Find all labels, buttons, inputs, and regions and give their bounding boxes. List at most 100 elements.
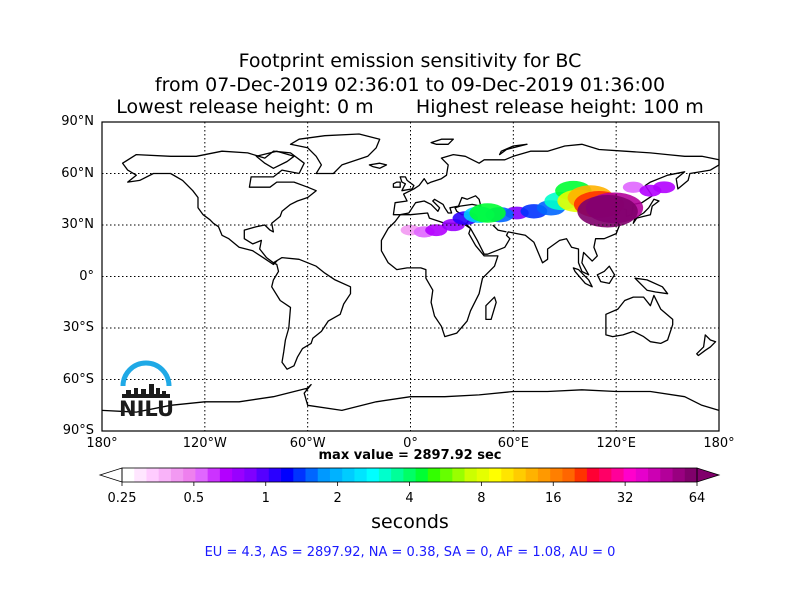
colorbar-segment: [183, 468, 197, 482]
lat-tick-label: 30°N: [61, 217, 94, 232]
max-value-label: max value = 2897.92 sec: [318, 448, 502, 463]
colorbar-tick-label: 64: [688, 491, 706, 506]
coastline-new-zealand: [696, 334, 717, 357]
colorbar-tick-label: 1: [261, 491, 270, 506]
colorbar-tick-label: 8: [477, 491, 486, 506]
colorbar-segment: [537, 468, 551, 482]
colorbar-segment: [611, 468, 625, 482]
lon-tick-label: 60°E: [497, 436, 529, 451]
colorbar-segment: [476, 468, 490, 482]
colorbar-segment: [146, 468, 160, 482]
lat-tick-label: 90°N: [61, 114, 94, 129]
colorbar-segment: [599, 468, 612, 482]
chart-subtitle-time-range: from 07-Dec-2019 02:36:01 to 09-Dec-2019…: [154, 74, 666, 96]
colorbar-segment: [525, 468, 539, 482]
chart-subtitle-release-height: Lowest release height: 0 m Highest relea…: [116, 96, 704, 118]
colorbar-segment: [232, 468, 245, 482]
colorbar-segment: [415, 468, 429, 482]
colorbar-segment: [391, 468, 404, 482]
colorbar-segment: [293, 468, 307, 482]
colorbar-tick-label: 32: [616, 491, 634, 506]
colorbar-segment: [158, 468, 172, 482]
colorbar-segment: [122, 468, 135, 482]
colorbar-segment: [366, 468, 380, 482]
colorbar-segment: [329, 468, 343, 482]
colorbar-extend-high: [696, 467, 721, 483]
colorbar-segment: [440, 468, 453, 482]
coastline-eurasia: [392, 143, 720, 276]
lon-tick-label: 180°: [86, 436, 118, 451]
colorbar-tick-label: 2: [333, 491, 342, 506]
coastline-south-america: [271, 256, 352, 370]
colorbar-segment: [403, 468, 417, 482]
colorbar-segment: [464, 468, 478, 482]
colorbar-segment: [170, 468, 184, 482]
colorbar-segment: [195, 468, 209, 482]
colorbar-segment: [452, 468, 466, 482]
lon-tick-label: 60°W: [289, 436, 326, 451]
colorbar-segment: [342, 468, 356, 482]
lat-tick-label: 90°S: [62, 423, 94, 438]
colorbar-segment: [256, 468, 270, 482]
colorbar-segment: [489, 468, 502, 482]
coastline-iceland: [368, 162, 388, 169]
coastline-japan: [632, 198, 660, 224]
coastline-ireland: [392, 181, 401, 188]
colorbar-segment: [513, 468, 527, 482]
graticule: [102, 122, 719, 431]
colorbar-segment: [354, 468, 368, 482]
lon-tick-label: 180°: [703, 436, 735, 451]
coastline-baffin: [255, 150, 295, 169]
colorbar-extend-low: [98, 467, 123, 483]
colorbar-segment: [427, 468, 441, 482]
colorbar-segment: [268, 468, 282, 482]
colorbar-segment: [207, 468, 221, 482]
colorbar-segment: [672, 468, 686, 482]
colorbar-tick-label: 0.25: [107, 491, 137, 506]
coastline-sumatra: [572, 267, 593, 288]
plume-cell: [425, 224, 448, 237]
coastline-madagascar: [485, 296, 497, 321]
coastline-arabia-gulf: [492, 224, 507, 233]
colorbar-segment: [586, 468, 600, 482]
colorbar-segment: [550, 468, 564, 482]
plume-cell: [622, 181, 644, 193]
colorbar-segment: [281, 468, 294, 482]
colorbar-units-label: seconds: [371, 511, 449, 533]
plume-cell: [577, 195, 638, 228]
coastline-novaya-zemlya: [498, 143, 528, 156]
coastline-svalbard: [430, 138, 454, 145]
colorbar-segment: [134, 468, 148, 482]
coastline-new-guinea: [634, 277, 669, 295]
lat-tick-label: 30°S: [62, 320, 94, 335]
colorbar-tick-label: 4: [405, 491, 414, 506]
colorbar-segment: [623, 468, 637, 482]
sensitivity-plume: [400, 180, 676, 238]
lon-tick-label: 120°E: [596, 436, 636, 451]
colorbar-tick-label: 0.5: [183, 491, 205, 506]
colorbar-segment: [562, 468, 576, 482]
map-frame: [101, 121, 720, 432]
lon-tick-label: 0°: [403, 436, 418, 451]
coastline-borneo: [596, 265, 616, 285]
colorbar-segment: [574, 468, 588, 482]
colorbar-segment: [660, 468, 674, 482]
coastline-africa: [380, 212, 499, 338]
colorbar-segment: [305, 468, 319, 482]
coastline-north-america: [121, 150, 317, 266]
plume-cell: [469, 203, 506, 223]
plume-cell: [653, 181, 676, 194]
nilu-logo-text: NILU: [119, 397, 175, 421]
lon-tick-label: 120°W: [182, 436, 227, 451]
chart-title: Footprint emission sensitivity for BC: [238, 50, 582, 72]
coastline-greenland: [289, 133, 381, 175]
colorbar-segment: [648, 468, 661, 482]
coastline-antarctica: [101, 383, 720, 413]
colorbar-segment: [244, 468, 258, 482]
coastline-australia: [605, 294, 674, 345]
colorbar-segment: [684, 468, 698, 482]
lat-tick-label: 0°: [79, 268, 94, 284]
coastlines: [101, 133, 720, 413]
